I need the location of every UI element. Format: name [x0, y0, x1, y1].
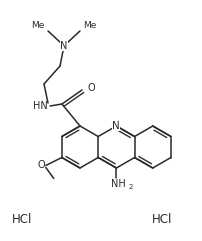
Text: HCl: HCl	[151, 214, 171, 227]
Text: N: N	[60, 41, 67, 51]
Text: Me: Me	[83, 20, 96, 29]
Text: N: N	[112, 121, 120, 131]
Text: O: O	[87, 83, 94, 93]
Text: HN: HN	[33, 101, 47, 111]
Text: NH: NH	[110, 179, 125, 189]
Text: 2: 2	[127, 184, 132, 190]
Text: HCl: HCl	[12, 214, 32, 227]
Text: O: O	[37, 161, 44, 170]
Text: Me: Me	[31, 20, 44, 29]
